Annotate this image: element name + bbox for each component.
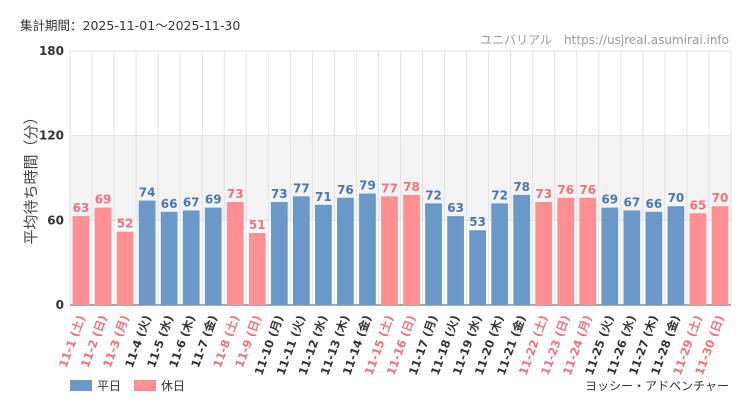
bar: [689, 213, 707, 305]
data-label: 79: [359, 179, 376, 193]
bar: [469, 230, 486, 305]
data-label: 69: [205, 193, 222, 207]
data-label: 65: [690, 198, 707, 212]
bar: [138, 200, 156, 305]
data-label: 51: [249, 218, 266, 232]
bar: [204, 207, 222, 305]
legend-weekday-label: 平日: [97, 379, 121, 393]
data-label: 69: [601, 193, 618, 207]
bar: [381, 196, 398, 305]
bar: [425, 203, 442, 305]
data-label: 76: [557, 183, 574, 197]
bar: [667, 206, 685, 305]
data-label: 69: [95, 193, 112, 207]
data-label: 70: [712, 191, 729, 205]
data-label: 72: [491, 188, 508, 202]
data-label: 77: [381, 181, 398, 195]
data-label: 67: [183, 195, 200, 209]
y-axis: 0 60 120 180: [39, 44, 64, 312]
site-credit: ユニバリアル https://usjreal.asumirai.info: [480, 33, 729, 47]
data-label: 66: [646, 197, 663, 211]
bar: [491, 203, 509, 305]
bar: [248, 233, 266, 305]
data-label: 53: [469, 215, 486, 229]
y-tick-label: 0: [56, 298, 64, 312]
data-label: 72: [425, 188, 442, 202]
bar: [315, 204, 332, 305]
plot-area: [69, 50, 732, 306]
data-label: 67: [623, 195, 640, 209]
y-tick-label: 120: [39, 129, 64, 143]
data-label: 76: [337, 183, 354, 197]
bar: [535, 201, 553, 305]
bar: [557, 197, 575, 305]
bar: [94, 207, 112, 305]
data-label: 78: [403, 180, 420, 194]
data-label: 78: [513, 180, 530, 194]
legend-holiday-label: 休日: [161, 379, 185, 393]
legend-weekday-swatch: [70, 380, 92, 391]
bar: [447, 216, 464, 305]
data-label: 63: [447, 201, 464, 215]
y-tick-label: 180: [39, 44, 64, 58]
bar: [182, 210, 200, 305]
bars: 63 69 52 74 66 67 69 73 51 73 77 71 76 79 77 78 72 63 53 72…: [72, 179, 729, 305]
bar: [623, 210, 641, 305]
bar: [116, 231, 134, 305]
data-label: 66: [161, 197, 178, 211]
legend-holiday-swatch: [134, 380, 156, 391]
data-label: 73: [227, 187, 244, 201]
data-label: 77: [293, 181, 310, 195]
bar: [711, 206, 729, 305]
data-label: 73: [535, 187, 552, 201]
bar: [270, 201, 288, 305]
bar: [601, 207, 619, 305]
legend: 平日 休日: [70, 379, 185, 393]
bar: [226, 201, 244, 305]
bar: [403, 194, 420, 305]
x-axis-ticks: 11-1 (土)11-2 (日)11-3 (月)11-4 (火)11-5 (水)…: [56, 313, 727, 377]
bar: [359, 193, 376, 305]
bar: [160, 211, 178, 305]
bar: [72, 216, 90, 305]
data-label: 71: [315, 190, 332, 204]
period-label: 集計期間：2025-11-01～2025-11-30: [20, 18, 240, 33]
data-label: 70: [668, 191, 685, 205]
bar: [292, 196, 310, 305]
data-label: 76: [579, 183, 596, 197]
bar: [579, 197, 597, 305]
bar: [513, 194, 531, 305]
data-label: 73: [271, 187, 288, 201]
bar: [645, 211, 663, 305]
y-axis-label: 平均待ち時間（分）: [22, 109, 40, 244]
data-label: 63: [73, 201, 90, 215]
y-tick-label: 60: [47, 213, 64, 227]
data-label: 52: [117, 217, 134, 231]
data-label: 74: [139, 186, 156, 200]
bar: [337, 197, 354, 305]
attraction-name: ヨッシー・アドベンチャー: [585, 379, 729, 393]
